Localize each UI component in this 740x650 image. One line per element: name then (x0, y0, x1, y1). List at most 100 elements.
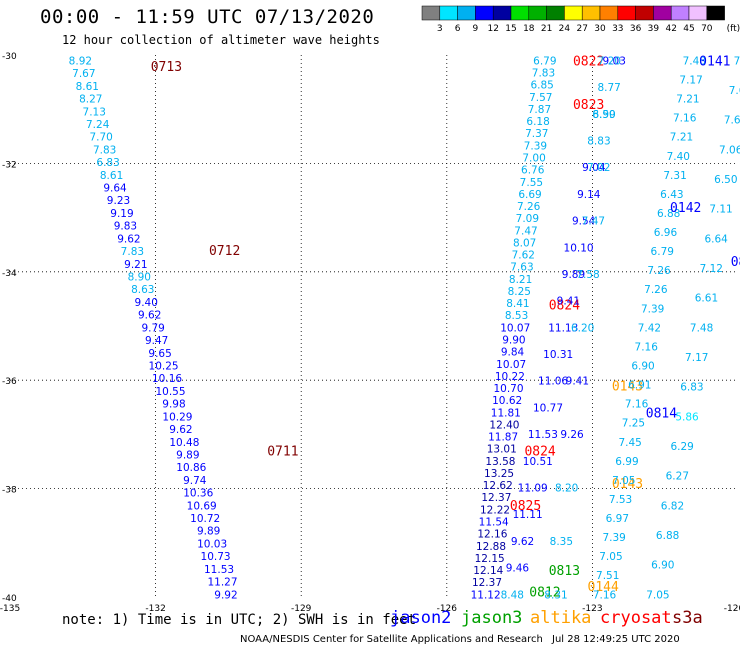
page-title: 00:00 - 11:59 UTC 07/13/2020 (40, 6, 375, 28)
swh-value: 12.15 (475, 553, 505, 565)
swh-value: 11.09 (518, 483, 548, 495)
swh-value: 10.77 (533, 402, 563, 414)
swh-value: 7.05 (612, 475, 635, 487)
swh-value: 7.17 (679, 74, 702, 86)
x-tick-label: -135 (0, 604, 20, 614)
legend-altika: altika (530, 608, 592, 628)
swh-value: 7.37 (525, 128, 548, 140)
swh-value: 9.62 (138, 310, 161, 322)
swh-value: 7.16 (635, 341, 659, 353)
swh-value: 6.43 (660, 189, 683, 201)
colorbar-swatch (635, 5, 654, 21)
swh-value: 7.16 (625, 399, 649, 411)
legend-jason2: jason2 (390, 608, 452, 628)
swh-value: 6.79 (533, 55, 556, 67)
x-tick-label: -132 (145, 604, 165, 614)
swh-value: 12.88 (476, 541, 506, 553)
swh-value: 7.39 (641, 303, 664, 315)
colorbar-swatch (706, 5, 725, 21)
swh-value: 9.89 (562, 269, 585, 281)
swh-value: 13.25 (484, 468, 514, 480)
time-label: 0814 (646, 407, 677, 422)
swh-value: 6.61 (695, 293, 718, 305)
swh-value: 6.99 (592, 109, 615, 121)
swh-value: 11.81 (491, 407, 521, 419)
swh-value: 10.73 (201, 551, 231, 563)
time-label: 0712 (209, 244, 240, 259)
swh-value: 10.86 (176, 462, 206, 474)
swh-value: 7.09 (516, 213, 539, 225)
swh-value: 8.27 (79, 94, 102, 106)
swh-value: 9.47 (145, 335, 168, 347)
swh-value: 10.51 (523, 456, 553, 468)
swh-value: 8.31 (544, 589, 567, 601)
swh-value: 6.50 (714, 174, 737, 186)
swh-value: 7.12 (700, 263, 723, 275)
swh-value: 9.46 (506, 563, 530, 575)
swh-value: 6.85 (530, 80, 553, 92)
swh-value: 10.22 (495, 371, 525, 383)
swh-value: 10.72 (190, 513, 220, 525)
swh-value: 9.89 (197, 526, 220, 538)
swh-value: 7.51 (596, 570, 619, 582)
time-label: 0141 (699, 54, 730, 69)
swh-value: 7.47 (514, 225, 537, 237)
time-label: 0824 (549, 298, 580, 313)
colorbar-tick: 42 (665, 24, 676, 34)
swh-value: 9.40 (135, 297, 158, 309)
colorbar-swatch (492, 5, 512, 21)
colorbar-swatch (528, 5, 547, 21)
swh-value: 8.92 (69, 55, 92, 67)
swh-value: 10.48 (169, 437, 199, 449)
colorbar-tick: 18 (523, 24, 535, 34)
y-tick-label: -36 (2, 377, 17, 387)
colorbar-swatch (581, 5, 601, 21)
swh-value: 6.88 (657, 208, 680, 220)
colorbar-tick: 36 (630, 24, 642, 34)
swh-value: 7.40 (734, 55, 740, 67)
colorbar-swatch (653, 5, 672, 21)
swh-value: 9.92 (214, 589, 237, 601)
swh-value: 12.62 (483, 480, 513, 492)
x-tick-label: -123 (582, 604, 602, 614)
swh-value: 8.63 (131, 284, 154, 296)
time-label: 0143 (612, 477, 643, 492)
swh-value: 8.07 (513, 237, 536, 249)
time-label: 0713 (151, 60, 182, 75)
swh-value: 12.22 (480, 504, 510, 516)
swh-value: 7.21 (676, 94, 699, 106)
time-label: 0144 (588, 580, 619, 595)
swh-value: 7.13 (83, 106, 106, 118)
swh-value: 9.19 (110, 208, 133, 220)
swh-value: 6.76 (521, 165, 545, 177)
x-tick-label: -129 (291, 604, 312, 614)
colorbar-swatch (617, 5, 636, 21)
swh-value: 9.41 (557, 296, 580, 308)
colorbar-swatch (564, 5, 583, 21)
swh-value: 11.06 (538, 376, 568, 388)
swh-value: 7.00 (522, 152, 545, 164)
colorbar-swatch (475, 5, 494, 21)
time-label: 0825 (510, 499, 541, 514)
swh-value: 7.39 (524, 140, 547, 152)
swh-value: 8.48 (501, 589, 524, 601)
swh-value: 8.35 (550, 536, 573, 548)
y-tick-label: -30 (2, 52, 17, 62)
swh-value: 6.97 (606, 513, 629, 525)
swh-value: 10.10 (564, 242, 594, 254)
swh-value: 9.62 (511, 536, 534, 548)
swh-value: 7.39 (602, 532, 625, 544)
swh-value: 7.45 (618, 437, 641, 449)
swh-value: 7.06 (719, 144, 740, 156)
swh-value: 7.48 (690, 322, 713, 334)
swh-value: 7.70 (89, 132, 112, 144)
swh-value: 7.48 (683, 55, 706, 67)
swh-value: 8.83 (587, 136, 610, 148)
swh-value: 10.25 (149, 360, 179, 372)
colorbar-tick: 30 (594, 24, 606, 34)
y-tick-label: -32 (2, 160, 17, 170)
colorbar-tick: 21 (541, 24, 552, 34)
time-label: 0822 (573, 54, 604, 69)
swh-value: 12.14 (473, 565, 503, 577)
swh-value: 7.67 (72, 68, 95, 80)
